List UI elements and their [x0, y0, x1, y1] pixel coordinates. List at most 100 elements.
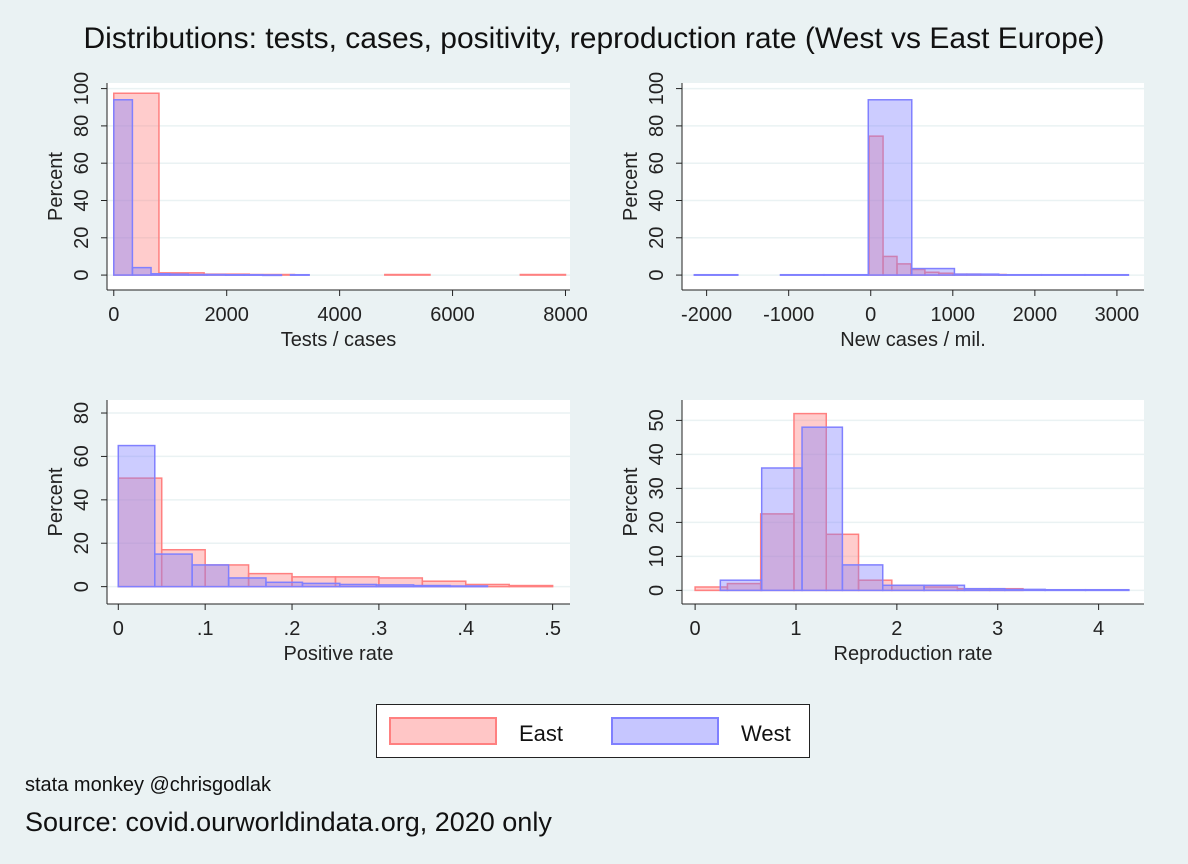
bar-east	[113, 92, 160, 276]
x-tick-label: 2000	[1013, 304, 1058, 326]
x-tick-label: -2000	[681, 304, 732, 326]
y-tick-label: 60	[71, 152, 93, 174]
bar-west	[1044, 588, 1087, 592]
histogram-panel-3: 0 20 40 60 80 0 .1 .2 .3 .4 .5 Positive rate Percent	[45, 400, 570, 665]
plot-area	[682, 83, 1144, 290]
bar-east	[160, 548, 206, 588]
x-tick-label: .1	[197, 618, 214, 640]
legend-swatch-west	[611, 717, 719, 745]
histogram-panel-2: 0 20 40 60 80 100 -2000 -1000 0 1000 2000 3000 New c…	[620, 72, 1144, 351]
bar-west	[265, 581, 304, 588]
y-tick-label: 0	[71, 270, 93, 281]
bar-west	[881, 584, 925, 592]
x-tick-label: 4	[1093, 618, 1104, 640]
bar-west	[1084, 273, 1130, 276]
y-tick-label: 80	[71, 115, 93, 137]
x-tick-label: 1	[790, 618, 801, 640]
bar-west	[449, 585, 489, 588]
x-tick-label: 3	[992, 618, 1003, 640]
y-tick-label: 50	[646, 409, 668, 431]
y-tick-label: 100	[646, 72, 668, 105]
y-tick-label: 20	[646, 227, 668, 249]
bar-west	[693, 273, 739, 276]
bar-west	[719, 579, 763, 592]
y-tick-label: 100	[71, 72, 93, 105]
plot-area	[107, 83, 570, 290]
bar-west	[150, 273, 171, 276]
bar-west	[923, 584, 966, 592]
y-axis-label: Percent	[45, 152, 67, 221]
bar-west	[131, 266, 152, 276]
bar-east	[508, 584, 554, 588]
source-note: Source: covid.ourworldindata.org, 2020 o…	[25, 807, 552, 837]
bar-west	[168, 273, 190, 276]
y-tick-label: 80	[71, 402, 93, 424]
bar-west	[998, 273, 1043, 276]
legend-swatch-east	[389, 717, 497, 745]
plot-area	[107, 400, 570, 604]
legend-label-west: West	[741, 721, 791, 746]
x-tick-label: 2	[891, 618, 902, 640]
y-tick-label: 30	[646, 477, 668, 499]
y-tick-label: 20	[71, 227, 93, 249]
y-axis-label: Percent	[620, 467, 642, 536]
bar-west	[113, 99, 134, 276]
y-axis-label: Percent	[620, 152, 642, 221]
y-tick-label: 20	[71, 532, 93, 554]
x-tick-label: 8000	[543, 304, 588, 326]
x-axis-label: New cases / mil.	[840, 329, 986, 351]
bar-west	[187, 273, 208, 276]
bar-west	[911, 267, 956, 276]
y-tick-label: 40	[646, 443, 668, 465]
bar-west	[841, 564, 884, 592]
bar-west	[289, 273, 310, 276]
y-axis-label: Percent	[45, 467, 67, 536]
x-axis-label: Positive rate	[283, 643, 393, 665]
plot-area	[682, 400, 1144, 604]
bar-west	[1004, 588, 1046, 592]
bar-west	[963, 587, 1006, 592]
y-tick-label: 10	[646, 545, 668, 567]
bar-east	[793, 412, 827, 592]
bar-west	[243, 273, 264, 276]
x-tick-label: 6000	[430, 304, 475, 326]
x-tick-label: 1000	[931, 304, 976, 326]
x-tick-label: .5	[544, 618, 561, 640]
x-tick-label: 0	[108, 304, 119, 326]
bar-west	[779, 273, 825, 276]
bar-west	[117, 444, 156, 588]
bar-west	[301, 582, 341, 588]
bar-west	[227, 577, 267, 588]
y-tick-label: 40	[71, 489, 93, 511]
bar-west	[823, 273, 870, 276]
x-tick-label: .4	[457, 618, 474, 640]
y-tick-label: 0	[71, 581, 93, 592]
y-tick-label: 80	[646, 115, 668, 137]
x-tick-label: .3	[371, 618, 388, 640]
y-tick-label: 60	[646, 152, 668, 174]
x-tick-label: 2000	[204, 304, 249, 326]
x-tick-label: -1000	[763, 304, 814, 326]
x-tick-label: 0	[113, 618, 124, 640]
histogram-panel-4: 0 10 20 30 40 50 0 1 2 3 4 Reproduction rate Percent	[620, 400, 1144, 665]
x-axis-label: Tests / cases	[281, 329, 397, 351]
bar-west	[191, 564, 230, 588]
bar-west	[375, 584, 415, 588]
y-tick-label: 40	[71, 189, 93, 211]
bar-west	[154, 553, 193, 588]
bar-east	[519, 273, 567, 276]
histogram-panel-1: 0 20 40 60 80 100 0 2000 4000 6000 8000 Tests / cas…	[45, 72, 588, 351]
x-tick-label: .2	[284, 618, 301, 640]
bar-west	[224, 273, 245, 276]
bar-west	[953, 273, 1000, 276]
chart-title: Distributions: tests, cases, positivity,…	[83, 22, 1105, 55]
y-tick-label: 20	[646, 511, 668, 533]
bar-east	[384, 273, 431, 276]
bar-west	[339, 583, 378, 588]
x-tick-label: 0	[865, 304, 876, 326]
y-tick-label: 0	[646, 270, 668, 281]
bar-west	[1040, 273, 1086, 276]
x-tick-label: 4000	[317, 304, 362, 326]
legend: East West	[376, 704, 810, 758]
y-tick-label: 60	[71, 445, 93, 467]
